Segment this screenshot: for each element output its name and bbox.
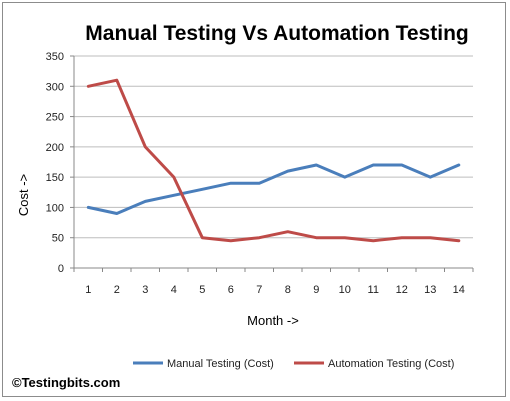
y-axis-label: Cost -> <box>16 174 31 216</box>
x-tick-label: 6 <box>228 284 234 296</box>
x-tick-label: 7 <box>256 284 262 296</box>
x-axis-label: Month -> <box>247 313 299 328</box>
x-tick-label: 12 <box>396 284 408 296</box>
x-tick-label: 14 <box>453 284 465 296</box>
y-tick-label: 300 <box>46 81 64 93</box>
y-tick-labels: 0 50 100 150 200 250 300 350 <box>46 51 64 275</box>
legend: Manual Testing (Cost) Automation Testing … <box>133 358 454 370</box>
x-tick-label: 11 <box>368 284 379 296</box>
y-tick-label: 100 <box>46 202 64 214</box>
x-tick-label: 1 <box>85 284 91 296</box>
x-tick-label: 13 <box>424 284 436 296</box>
y-tick-label: 150 <box>46 172 64 184</box>
x-tick-labels: 1 2 3 4 5 6 7 8 9 10 11 12 13 14 <box>85 284 465 296</box>
chart-frame <box>2 2 506 397</box>
chart-title: Manual Testing Vs Automation Testing <box>85 22 468 45</box>
x-tick-label: 3 <box>142 284 148 296</box>
automation-testing-cost-line <box>86 78 461 243</box>
series-lines <box>86 78 461 243</box>
legend-label: Automation Testing (Cost) <box>328 358 454 370</box>
y-tick-label: 0 <box>58 263 64 275</box>
x-tick-label: 9 <box>313 284 319 296</box>
y-tick-label: 200 <box>46 142 64 154</box>
x-tick-label: 10 <box>339 284 351 296</box>
copyright-credit: ©Testingbits.com <box>12 375 120 390</box>
x-tick-label: 8 <box>285 284 291 296</box>
x-tick-label: 4 <box>171 284 177 296</box>
y-tick-label: 250 <box>46 112 64 124</box>
axes <box>73 56 474 272</box>
legend-label: Manual Testing (Cost) <box>167 358 274 370</box>
x-tick-label: 5 <box>199 284 205 296</box>
x-tick-label: 2 <box>114 284 120 296</box>
y-tick-label: 350 <box>46 51 64 63</box>
manual-testing-cost-line <box>86 163 461 215</box>
y-tick-label: 50 <box>52 233 64 245</box>
